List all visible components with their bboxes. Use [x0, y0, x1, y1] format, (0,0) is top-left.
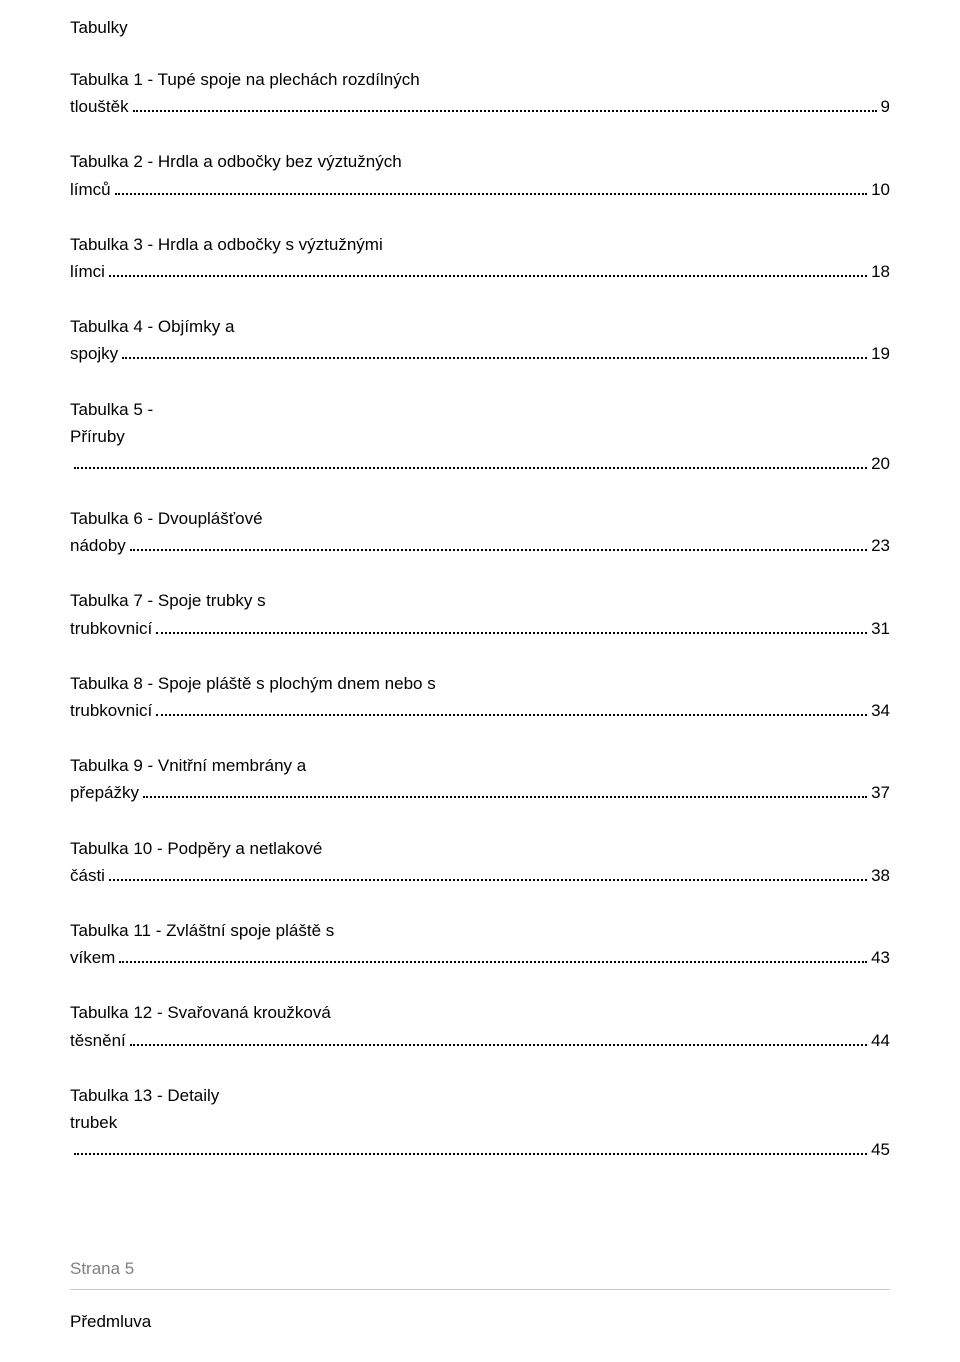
toc-line: Tabulka 7 - Spoje trubky s — [70, 587, 890, 614]
toc-leader — [109, 864, 867, 881]
toc-page-number: 18 — [871, 258, 890, 285]
toc-label: Tabulka 10 - Podpěry a netlakové — [70, 835, 322, 862]
toc-entry: Tabulka 9 - Vnitřní membrány apřepážky 3… — [70, 752, 890, 806]
footer-rule — [70, 1289, 890, 1290]
toc-line: Tabulka 8 - Spoje pláště s plochým dnem … — [70, 670, 890, 697]
toc-entry: Tabulka 7 - Spoje trubky strubkovnicí 31 — [70, 587, 890, 641]
toc-line: víkem 43 — [70, 944, 890, 971]
toc-page-number: 34 — [871, 697, 890, 724]
toc-label: Tabulka 3 - Hrdla a odbočky s výztužnými — [70, 231, 383, 258]
page-number: Strana 5 — [70, 1259, 890, 1279]
toc-entry: Tabulka 2 - Hrdla a odbočky bez výztužný… — [70, 148, 890, 202]
toc-page-number: 43 — [871, 944, 890, 971]
toc-page-number: 44 — [871, 1027, 890, 1054]
toc-label: Příruby — [70, 423, 125, 450]
toc-line: Tabulka 1 - Tupé spoje na plechách rozdí… — [70, 66, 890, 93]
toc-page-number: 45 — [871, 1136, 890, 1163]
toc-line: Tabulka 5 - — [70, 396, 890, 423]
toc-label: spojky — [70, 340, 118, 367]
toc-label: Tabulka 8 - Spoje pláště s plochým dnem … — [70, 670, 436, 697]
toc-line: límců 10 — [70, 176, 890, 203]
toc-line: těsnění 44 — [70, 1027, 890, 1054]
toc-page-number: 19 — [871, 340, 890, 367]
toc-page-number: 9 — [881, 93, 890, 120]
toc-line: spojky 19 — [70, 340, 890, 367]
toc-line: Příruby — [70, 423, 890, 450]
toc-label: trubek — [70, 1109, 117, 1136]
toc-leader — [119, 946, 867, 963]
toc-entry: Tabulka 1 - Tupé spoje na plechách rozdí… — [70, 66, 890, 120]
toc-line: 20 — [70, 450, 890, 477]
toc-leader — [133, 95, 877, 112]
table-of-contents: Tabulka 1 - Tupé spoje na plechách rozdí… — [70, 66, 890, 1163]
toc-label: tlouštěk — [70, 93, 129, 120]
toc-entry: Tabulka 10 - Podpěry a netlakovéčásti 38 — [70, 835, 890, 889]
toc-leader — [130, 1029, 867, 1046]
toc-label: Tabulka 13 - Detaily — [70, 1082, 219, 1109]
toc-entry: Tabulka 4 - Objímky aspojky 19 — [70, 313, 890, 367]
toc-line: 45 — [70, 1136, 890, 1163]
toc-entry: Tabulka 6 - Dvouplášťovénádoby 23 — [70, 505, 890, 559]
toc-line: Tabulka 2 - Hrdla a odbočky bez výztužný… — [70, 148, 890, 175]
toc-line: Tabulka 3 - Hrdla a odbočky s výztužnými — [70, 231, 890, 258]
toc-leader — [109, 260, 867, 277]
toc-page-number: 23 — [871, 532, 890, 559]
toc-line: trubkovnicí 31 — [70, 615, 890, 642]
toc-label: přepážky — [70, 779, 139, 806]
toc-line: límci 18 — [70, 258, 890, 285]
toc-entry: Tabulka 5 -Příruby 20 — [70, 396, 890, 478]
toc-label: límci — [70, 258, 105, 285]
toc-line: části 38 — [70, 862, 890, 889]
toc-leader — [122, 342, 867, 359]
next-section-heading: Předmluva — [70, 1312, 890, 1332]
toc-line: nádoby 23 — [70, 532, 890, 559]
toc-leader — [130, 534, 867, 551]
toc-label: části — [70, 862, 105, 889]
toc-leader — [74, 1138, 867, 1155]
section-title: Tabulky — [70, 18, 890, 38]
toc-leader — [156, 699, 867, 716]
toc-page-number: 38 — [871, 862, 890, 889]
toc-line: trubek — [70, 1109, 890, 1136]
toc-line: Tabulka 4 - Objímky a — [70, 313, 890, 340]
toc-label: Tabulka 11 - Zvláštní spoje pláště s — [70, 917, 334, 944]
toc-label: Tabulka 7 - Spoje trubky s — [70, 587, 266, 614]
toc-entry: Tabulka 12 - Svařovaná kroužkovátěsnění … — [70, 999, 890, 1053]
toc-line: trubkovnicí 34 — [70, 697, 890, 724]
toc-entry: Tabulka 11 - Zvláštní spoje pláště svíke… — [70, 917, 890, 971]
toc-label: Tabulka 5 - — [70, 396, 153, 423]
toc-leader — [156, 617, 867, 634]
toc-leader — [74, 452, 867, 469]
toc-label: límců — [70, 176, 111, 203]
toc-line: Tabulka 10 - Podpěry a netlakové — [70, 835, 890, 862]
toc-label: Tabulka 12 - Svařovaná kroužková — [70, 999, 331, 1026]
toc-leader — [115, 178, 867, 195]
toc-line: Tabulka 13 - Detaily — [70, 1082, 890, 1109]
toc-label: Tabulka 1 - Tupé spoje na plechách rozdí… — [70, 66, 420, 93]
toc-leader — [143, 781, 867, 798]
toc-label: trubkovnicí — [70, 697, 152, 724]
toc-line: tlouštěk 9 — [70, 93, 890, 120]
toc-page-number: 10 — [871, 176, 890, 203]
toc-page-number: 37 — [871, 779, 890, 806]
toc-line: Tabulka 12 - Svařovaná kroužková — [70, 999, 890, 1026]
toc-label: víkem — [70, 944, 115, 971]
toc-label: Tabulka 6 - Dvouplášťové — [70, 505, 263, 532]
toc-page-number: 20 — [871, 450, 890, 477]
toc-line: Tabulka 6 - Dvouplášťové — [70, 505, 890, 532]
toc-label: nádoby — [70, 532, 126, 559]
page-footer: Strana 5 Předmluva — [70, 1259, 890, 1332]
toc-entry: Tabulka 13 - Detailytrubek 45 — [70, 1082, 890, 1164]
toc-label: trubkovnicí — [70, 615, 152, 642]
toc-line: přepážky 37 — [70, 779, 890, 806]
toc-entry: Tabulka 3 - Hrdla a odbočky s výztužnými… — [70, 231, 890, 285]
toc-entry: Tabulka 8 - Spoje pláště s plochým dnem … — [70, 670, 890, 724]
toc-line: Tabulka 9 - Vnitřní membrány a — [70, 752, 890, 779]
toc-label: Tabulka 9 - Vnitřní membrány a — [70, 752, 306, 779]
toc-label: těsnění — [70, 1027, 126, 1054]
toc-page-number: 31 — [871, 615, 890, 642]
toc-label: Tabulka 4 - Objímky a — [70, 313, 234, 340]
toc-line: Tabulka 11 - Zvláštní spoje pláště s — [70, 917, 890, 944]
toc-label: Tabulka 2 - Hrdla a odbočky bez výztužný… — [70, 148, 402, 175]
